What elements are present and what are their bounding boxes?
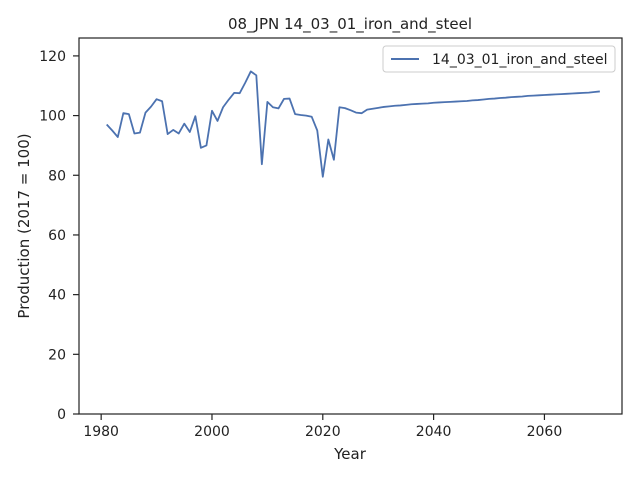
y-tick-label: 40 — [48, 288, 66, 304]
y-tick-label: 100 — [39, 109, 66, 125]
y-tick-label: 80 — [48, 168, 66, 184]
y-axis-label: Production (2017 = 100) — [15, 133, 33, 318]
y-tick-label: 120 — [39, 49, 66, 65]
y-tick-label: 60 — [48, 228, 66, 244]
y-tick-label: 20 — [48, 347, 66, 363]
plot-lines — [106, 70, 600, 178]
series-line-0 — [106, 70, 600, 178]
x-tick-label: 2060 — [527, 424, 563, 440]
x-axis-label: Year — [333, 445, 367, 463]
y-tick-label: 0 — [57, 407, 66, 423]
x-tick-label: 2040 — [416, 424, 452, 440]
legend: 14_03_01_iron_and_steel — [382, 45, 616, 73]
chart-title: 08_JPN 14_03_01_iron_and_steel — [228, 15, 472, 34]
legend-entry: 14_03_01_iron_and_steel — [432, 52, 607, 68]
legend-box — [382, 45, 616, 73]
plot-frame — [78, 37, 623, 415]
x-tick-label: 2020 — [305, 424, 341, 440]
x-tick-label: 2000 — [194, 424, 230, 440]
x-tick-label: 1980 — [83, 424, 119, 440]
